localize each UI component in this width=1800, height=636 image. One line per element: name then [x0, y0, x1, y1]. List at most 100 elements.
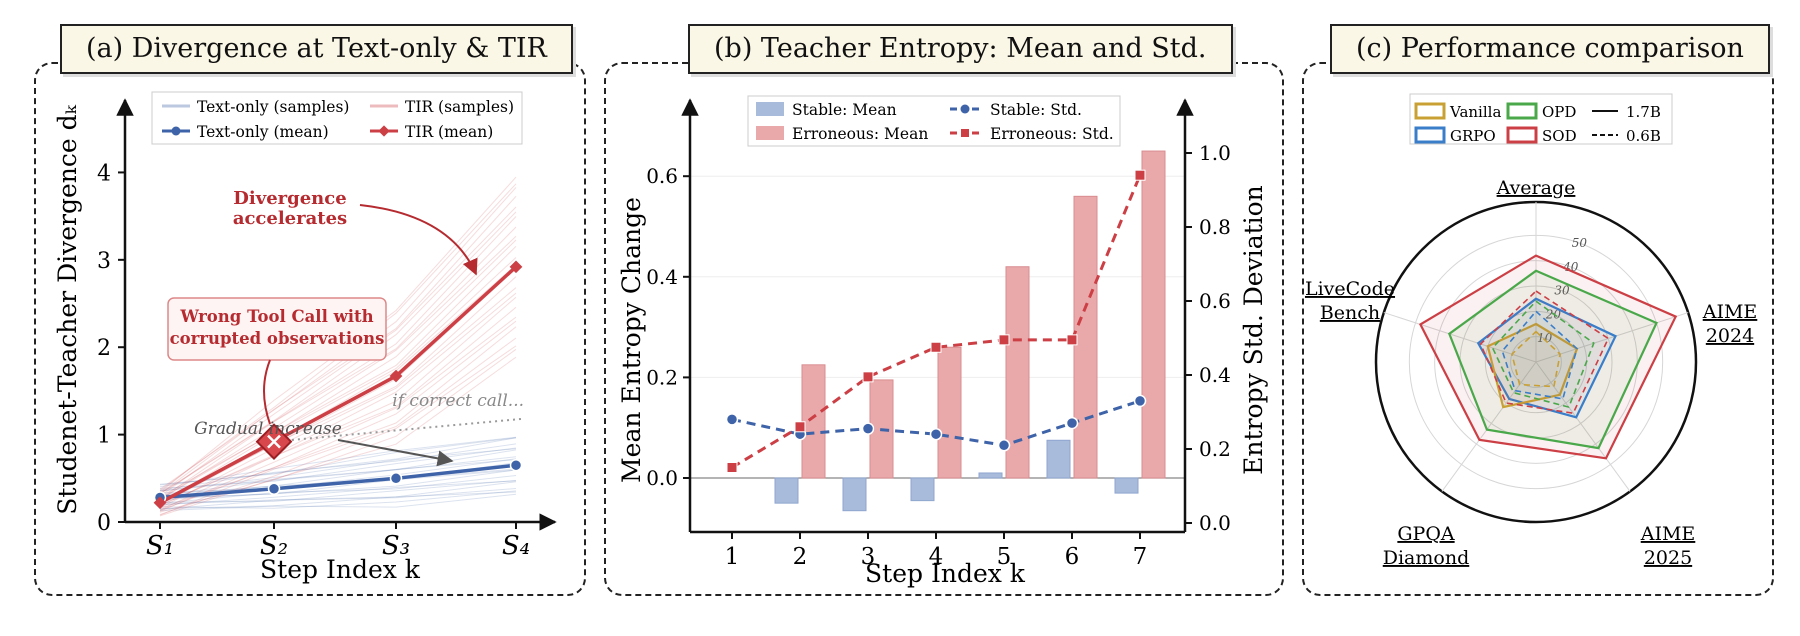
radar-tick-label: 30 — [1554, 284, 1570, 298]
y-tick-label: 2 — [97, 336, 111, 361]
radar-spoke — [1535, 312, 1689, 363]
panel-a-chart: 0 1 2 3 4 S₁ S₂ S₃ S₄ Step Index k Studenet-Teache… — [53, 91, 557, 584]
panel-b-title: (b) Teacher Entropy: Mean and Std. — [688, 24, 1233, 74]
tir-sample-line — [159, 320, 517, 509]
legend-label: TIR (samples) — [405, 98, 514, 116]
text-only-sample-line — [159, 481, 517, 505]
text-only-sample-line — [159, 437, 517, 486]
tir-sample-line — [159, 245, 517, 500]
wrong-call-annotation: corrupted observations — [170, 329, 385, 348]
text-only-sample-line — [159, 480, 517, 506]
radar-axis-label: Diamond — [1383, 547, 1470, 569]
y2-tick-label: 0.2 — [1199, 437, 1231, 461]
x-tick-label: S₁ — [146, 531, 174, 561]
accelerates-arrow — [359, 204, 478, 276]
text-only-sample-line — [159, 493, 517, 512]
y-tick-label: 0.4 — [646, 265, 678, 289]
stable-mean-bar — [1114, 477, 1139, 494]
tir-sample-line — [159, 306, 517, 511]
text-only-sample-line — [159, 447, 517, 489]
stable-std-point — [997, 439, 1011, 452]
text-only-sample-line — [159, 448, 517, 492]
radar-spoke — [1535, 361, 1631, 492]
x-tick-label: 4 — [929, 544, 944, 570]
radar-axis-label: 2024 — [1706, 325, 1754, 347]
tir-sample-line — [159, 195, 517, 495]
legend-marker — [960, 104, 970, 114]
legend-box — [747, 95, 1121, 147]
legend-label: Erroneous: Mean — [792, 125, 928, 143]
tir-sample-line — [159, 356, 517, 517]
y2-tick-label: 0.4 — [1199, 363, 1231, 387]
legend-label: SOD — [1542, 127, 1577, 145]
accelerates-annotation: accelerates — [233, 208, 347, 229]
stable-std-point — [861, 422, 875, 435]
erroneous-std-point — [1066, 334, 1078, 346]
x-axis-label: Step Index k — [260, 555, 421, 584]
stable-mean-bar — [978, 472, 1003, 479]
legend-label: TIR (mean) — [405, 123, 493, 141]
wrong-call-annotation-box — [167, 297, 387, 361]
radar-axis-label: Average — [1496, 177, 1576, 199]
tir-sample-line — [159, 206, 517, 497]
tir-sample-line — [159, 326, 517, 511]
erroneous-std-point — [1134, 169, 1146, 181]
legend-box — [151, 91, 523, 145]
legend-label: GRPO — [1450, 127, 1496, 145]
erroneous-mean-bar — [1141, 150, 1166, 479]
text-only-sample-line — [159, 479, 517, 503]
text-only-sample-line — [159, 490, 517, 509]
erroneous-std-point — [998, 334, 1010, 346]
y-tick-label: 1 — [97, 424, 111, 449]
radar-tick-label: 10 — [1537, 331, 1553, 345]
erroneous-std-point — [862, 371, 874, 383]
y-tick-label: 0.0 — [646, 466, 678, 490]
tir-sample-line — [159, 287, 517, 509]
tir-sample-line — [159, 348, 517, 513]
tir-sample-line — [159, 296, 517, 506]
tir-sample-line — [159, 187, 517, 490]
legend-marker — [171, 126, 181, 136]
radar-tick-label: 40 — [1562, 260, 1579, 274]
y2-tick-label: 0.6 — [1199, 289, 1231, 313]
text-only-mean-point — [267, 482, 281, 496]
y-axis-label: Studenet-Teacher Divergence dₖ — [53, 104, 82, 514]
legend-label: Erroneous: Std. — [990, 125, 1114, 143]
stable-std-point — [929, 427, 943, 441]
text-only-sample-line — [159, 436, 517, 488]
erroneous-mean-bar — [937, 346, 962, 479]
legend-label: Text-only (samples) — [197, 98, 349, 116]
panel-c-title: (c) Performance comparison — [1330, 24, 1770, 74]
text-only-mean-line — [159, 463, 517, 500]
radar-axis-label: AIME — [1640, 523, 1696, 545]
legend-swatch — [756, 126, 784, 140]
tir-sample-line — [159, 216, 517, 495]
text-only-sample-line — [159, 458, 517, 494]
stable-mean-bar — [1046, 439, 1071, 479]
x-tick-label: S₃ — [382, 531, 410, 561]
x-tick-label: 5 — [997, 544, 1012, 570]
y-axis-label: Mean Entropy Change — [617, 197, 646, 483]
y-tick-label: 0.6 — [646, 164, 678, 188]
stable-std-point — [725, 413, 739, 426]
x-tick-label: 7 — [1133, 544, 1148, 570]
legend-marker — [961, 129, 969, 137]
x-tick-label: 3 — [861, 544, 876, 570]
radar-series-grpo-1-7B — [1476, 297, 1617, 419]
legend-swatch — [1506, 126, 1538, 144]
tir-sample-line — [159, 257, 517, 505]
erroneous-mean-bar — [1005, 266, 1030, 479]
x-tick-label: 6 — [1065, 544, 1080, 570]
text-only-sample-line — [159, 469, 517, 499]
panel-a-title: (a) Divergence at Text-only & TIR — [60, 24, 573, 74]
y-tick-label: 0.2 — [646, 365, 678, 389]
radar-axis-label: AIME — [1702, 301, 1758, 323]
x-tick-label: 1 — [725, 544, 740, 570]
y2-tick-label: 0.8 — [1199, 215, 1231, 239]
tir-sample-line — [159, 345, 517, 515]
tir-sample-line — [159, 235, 517, 501]
tir-sample-line — [159, 226, 517, 500]
gradual-arrow — [337, 439, 454, 467]
text-only-sample-line — [159, 459, 517, 496]
